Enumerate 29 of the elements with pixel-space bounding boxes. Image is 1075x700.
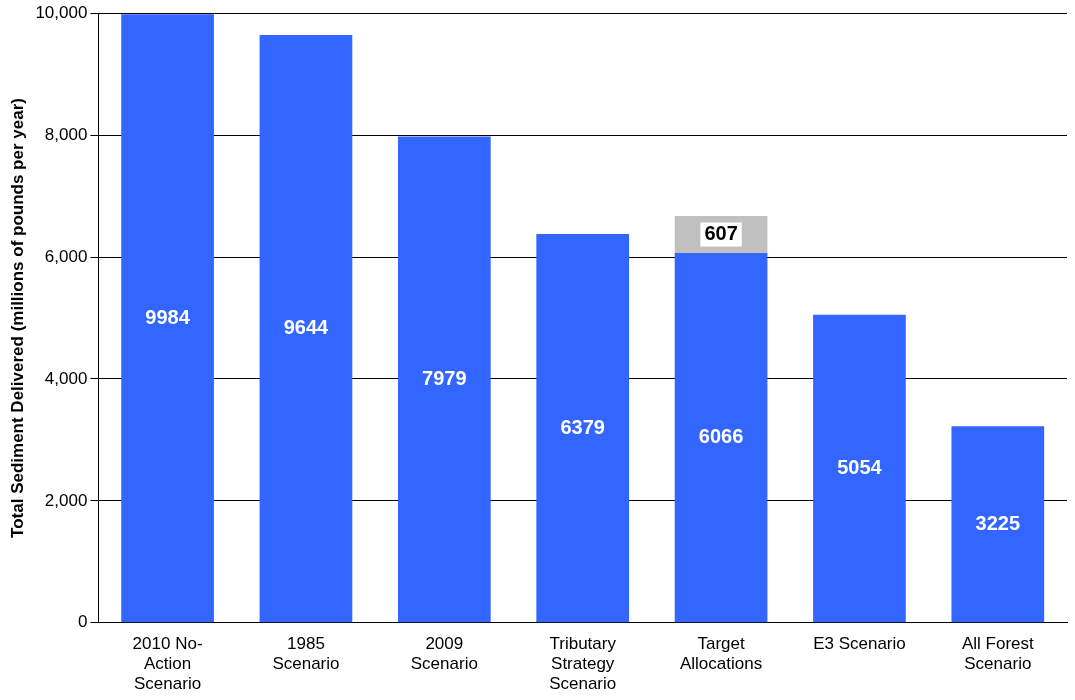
bar [397,136,491,623]
y-tick-label: 2,000 [44,490,88,510]
data-label: 9984 [145,305,191,328]
y-tick-label: 0 [77,612,88,632]
x-tick-label: 2010 No-Action Scenario [132,633,203,694]
data-label: 9644 [283,316,330,339]
bar [259,34,353,623]
bar [674,253,768,623]
bar [951,426,1045,623]
y-tick-label: 10,000 [35,2,88,22]
x-tick-label: Target Allocations [679,633,763,674]
data-label: 7979 [422,366,467,389]
bar [121,14,214,623]
x-tick-label: Tributary Strategy Scenario [549,633,617,694]
data-label: 6379 [560,415,605,438]
bar [536,233,630,623]
x-tick-label: E3 Scenario [813,633,906,653]
x-tick-label: All Forest Scenario [961,633,1034,674]
bar [813,314,906,623]
y-tick-label: 8,000 [44,124,88,144]
y-tick-label: 4,000 [44,368,88,388]
data-label: 607 [704,222,738,245]
data-label: 6066 [698,425,744,448]
x-tick-label: 2009 Scenario [410,633,478,674]
y-tick-label: 6,000 [44,246,88,266]
data-label: 3225 [975,511,1021,534]
x-tick-label: 1985 Scenario [272,633,340,674]
data-label: 5054 [837,456,883,479]
y-axis-title: Total Sediment Delivered (millions of pounds per year) [7,98,27,538]
